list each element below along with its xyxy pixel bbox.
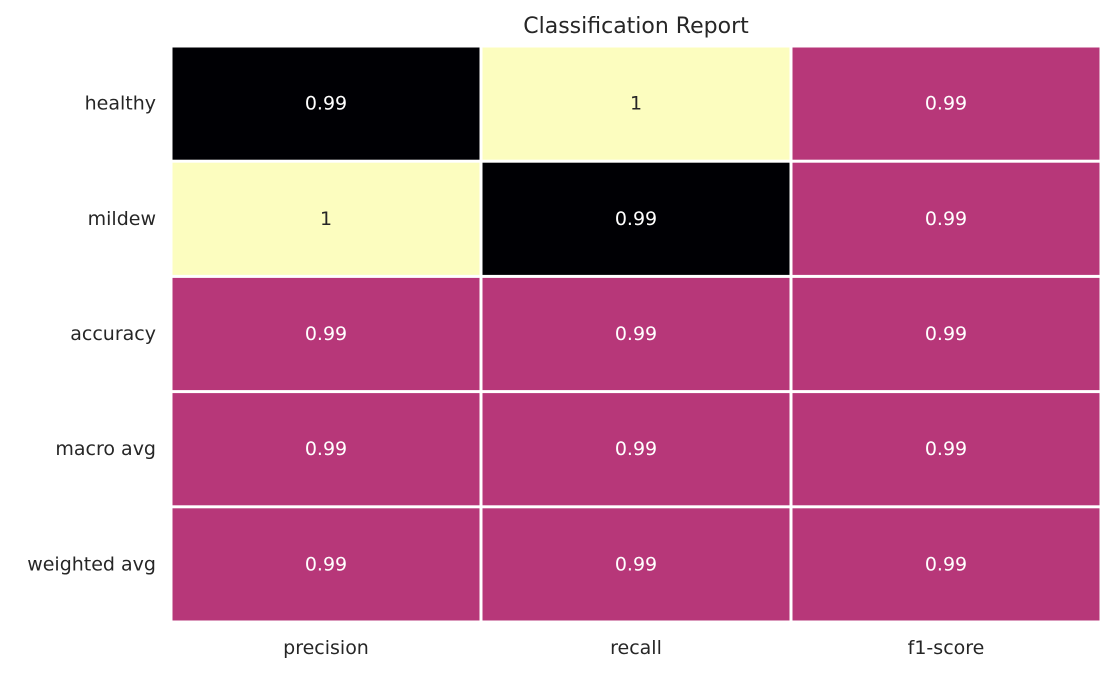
cell-value-label: 0.99: [925, 323, 967, 345]
heatmap-cell-mildew-precision: [172, 162, 480, 275]
cell-value-label: 0.99: [305, 93, 347, 115]
y-tick-label-healthy: healthy: [85, 93, 156, 115]
heatmap-cell-macro-avg-precision: [172, 393, 480, 506]
cell-value-label: 0.99: [925, 553, 967, 575]
y-tick-label-accuracy: accuracy: [70, 323, 156, 345]
heatmap-cells: 0.99 1 0.99 1 0.99 0.99 0.99 0.99 0.99 0.99 0.99 0.…: [172, 47, 1100, 621]
y-tick-labels: healthy mildew accuracy macro avg weighted a…: [27, 93, 156, 576]
cell-value-label: 0.99: [305, 323, 347, 345]
x-tick-label-precision: precision: [283, 637, 369, 659]
cell-value-label: 0.99: [925, 208, 967, 230]
cell-value-label: 1: [630, 93, 642, 115]
heatmap-cell-accuracy-precision: [172, 277, 480, 391]
cell-value-label: 0.99: [615, 553, 657, 575]
x-tick-label-f1-score: f1-score: [908, 637, 985, 659]
cell-value-label: 0.99: [615, 208, 657, 230]
heatmap-cell-healthy-f1-score: [792, 47, 1100, 160]
x-tick-label-recall: recall: [610, 637, 662, 659]
x-tick-labels: precision recall f1-score: [283, 637, 984, 659]
heatmap-cell-healthy-precision: [172, 47, 480, 160]
heatmap-cell-mildew-recall: [482, 162, 790, 275]
cell-value-label: 0.99: [925, 438, 967, 460]
cell-value-label: 0.99: [305, 553, 347, 575]
heatmap-cell-mildew-f1-score: [792, 162, 1100, 275]
y-tick-label-macro-avg: macro avg: [55, 438, 156, 460]
heatmap-cell-weighted-avg-f1-score: [792, 508, 1100, 621]
y-tick-label-weighted-avg: weighted avg: [27, 553, 156, 575]
heatmap-cell-healthy-recall: [482, 47, 790, 160]
heatmap-cell-accuracy-recall: [482, 277, 790, 391]
cell-value-label: 1: [320, 208, 332, 230]
heatmap-cell-weighted-avg-recall: [482, 508, 790, 621]
heatmap-cell-macro-avg-recall: [482, 393, 790, 506]
cell-value-label: 0.99: [925, 93, 967, 115]
y-tick-label-mildew: mildew: [88, 208, 156, 230]
heatmap-cell-accuracy-f1-score: [792, 277, 1100, 391]
heatmap-cell-weighted-avg-precision: [172, 508, 480, 621]
heatmap-cell-macro-avg-f1-score: [792, 393, 1100, 506]
cell-value-label: 0.99: [615, 438, 657, 460]
cell-value-label: 0.99: [305, 438, 347, 460]
cell-value-label: 0.99: [615, 323, 657, 345]
chart-title: Classification Report: [523, 14, 749, 39]
